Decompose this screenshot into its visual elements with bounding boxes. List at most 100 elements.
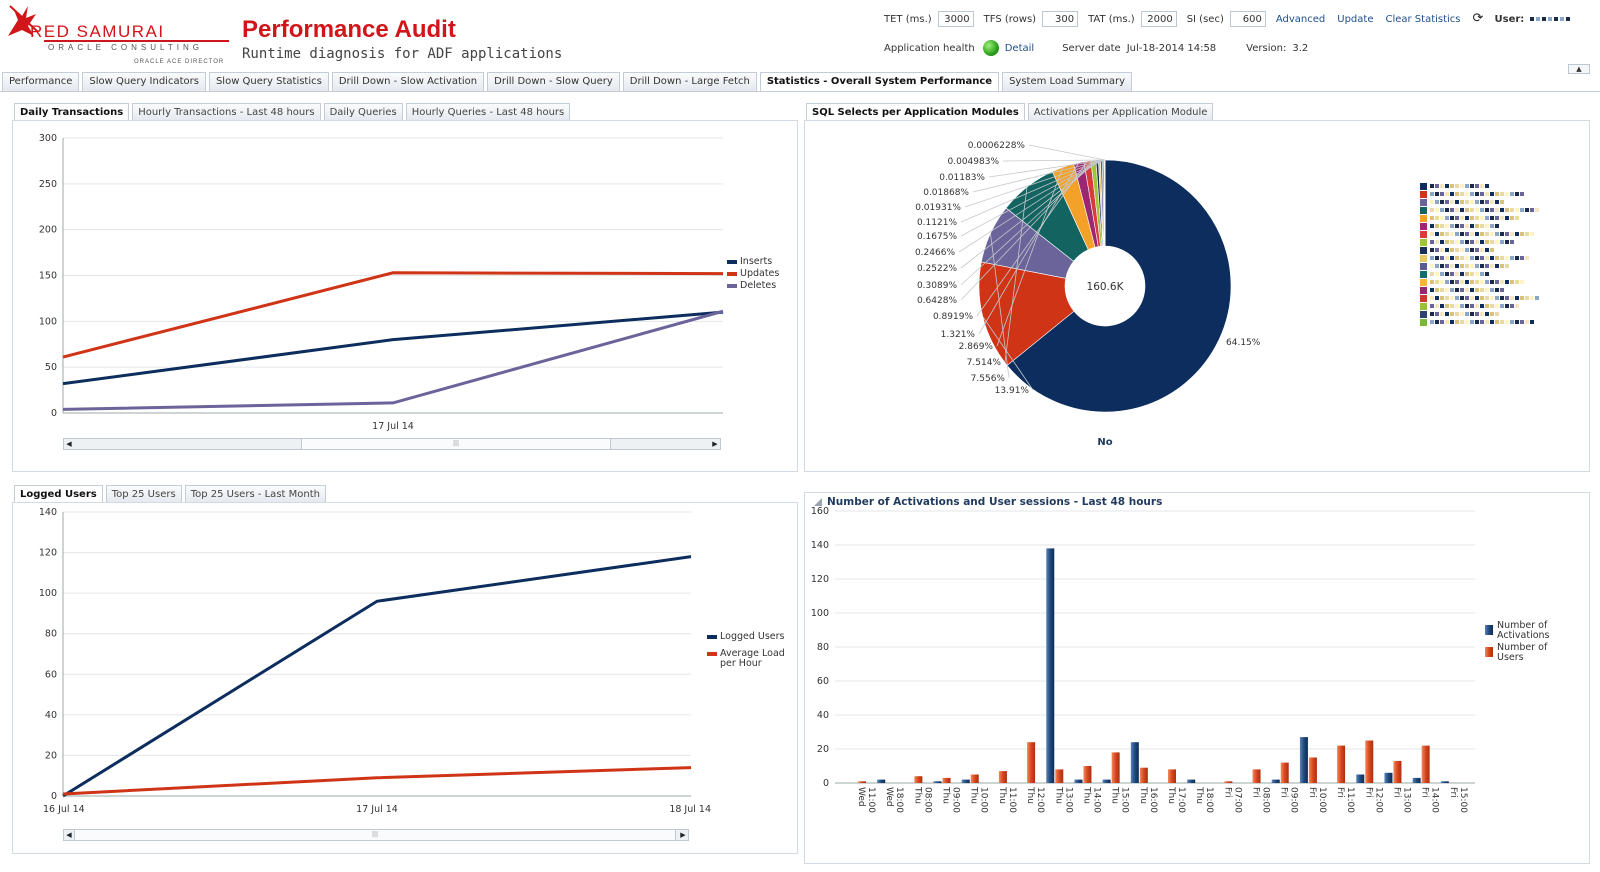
users-scrollbar[interactable]: ◀ ||| ▶ [63,829,689,841]
update-link[interactable]: Update [1337,13,1374,25]
bar-number-of-activations[interactable] [1384,772,1393,783]
x-tick-label: Fri12:00 [1363,787,1383,813]
tab-performance[interactable]: Performance [2,72,80,91]
x-tick-label: Thu14:00 [1081,786,1101,813]
legend-swatch [707,652,717,656]
detail-link[interactable]: Detail [1004,42,1035,54]
tab-slow-query-statistics[interactable]: Slow Query Statistics [208,72,329,91]
header: RED SAMURAI ORACLE CONSULTING ORACLE ACE… [0,0,1600,70]
x-tick-label: Wed11:00 [856,787,876,813]
pie-footer-label: No [1097,437,1112,448]
advanced-link[interactable]: Advanced [1275,13,1326,25]
x-tick-label: Thu11:00 [997,786,1017,813]
bar-number-of-activations[interactable] [1074,779,1083,783]
legend-swatch [1420,302,1427,310]
tat-input[interactable] [1140,11,1177,27]
subtab-sql-selects-per-application-modules[interactable]: SQL Selects per Application Modules [806,103,1025,121]
scroll-left-icon[interactable]: ◀ [66,440,72,448]
si-input[interactable] [1229,11,1266,27]
bar-number-of-users[interactable] [970,774,979,784]
bar-number-of-users[interactable] [1083,766,1092,783]
scroll-right-icon[interactable]: ▶ [680,831,686,839]
scroll-right-icon[interactable]: ▶ [712,440,718,448]
bar-number-of-users[interactable] [1421,745,1430,783]
bar-number-of-activations[interactable] [1102,779,1111,783]
tet-input[interactable] [937,11,974,27]
bar-number-of-activations[interactable] [961,779,970,783]
y-tick-label: 160 [811,507,829,517]
bar-number-of-activations[interactable] [1046,548,1055,783]
app-title: Performance Audit [242,16,456,43]
bar-number-of-activations[interactable] [1440,781,1449,783]
tab-drill-down-large-fetch[interactable]: Drill Down - Large Fetch [622,72,757,91]
bar-number-of-activations[interactable] [1299,737,1308,783]
pie-legend-item [1420,262,1539,270]
bar-number-of-users[interactable] [1111,752,1120,783]
transactions-scrollbar[interactable]: ◀ ||| ▶ [63,438,721,450]
bar-number-of-activations[interactable] [1187,779,1196,783]
bar-number-of-users[interactable] [1337,745,1346,783]
subtab-logged-users[interactable]: Logged Users [14,485,103,503]
x-tick-label: Fri07:00 [1222,787,1242,813]
bar-number-of-users[interactable] [914,776,923,783]
activations-bar-chart: 0 20 40 60 80 100 120 140 160 Wed11:00 Wed18:00 Thu… [811,507,1550,813]
legend-label-redacted [1430,312,1499,316]
subtab-top-25-users-last-month[interactable]: Top 25 Users - Last Month [184,485,326,503]
bar-number-of-users[interactable] [858,781,866,783]
tab-system-load-summary[interactable]: System Load Summary [1002,72,1133,91]
subtab-daily-queries[interactable]: Daily Queries [323,103,403,121]
scroll-left-icon[interactable]: ◀ [66,831,72,839]
subtab-hourly-transactions-last-48-hours[interactable]: Hourly Transactions - Last 48 hours [132,103,321,121]
bar-number-of-users[interactable] [1393,760,1402,783]
bar-number-of-users[interactable] [1224,781,1233,783]
bar-number-of-users[interactable] [942,777,951,783]
pie-legend-item [1420,238,1539,246]
tab-slow-query-indicators[interactable]: Slow Query Indicators [82,72,206,91]
subtab-top-25-users[interactable]: Top 25 Users [105,485,182,503]
collapse-triangle-icon[interactable] [813,497,823,507]
bar-number-of-activations[interactable] [1356,774,1365,784]
subtab-activations-per-application-module[interactable]: Activations per Application Module [1027,103,1214,121]
tab-statistics-overall-system-performance[interactable]: Statistics - Overall System Performance [759,72,1000,92]
bar-number-of-activations[interactable] [877,779,886,783]
bar-number-of-users[interactable] [1055,769,1064,783]
bar-number-of-users[interactable] [1280,762,1289,783]
pie-slice[interactable] [978,261,1075,366]
bar-number-of-activations[interactable] [1271,779,1280,783]
scroll-thumb[interactable]: ||| [301,439,611,449]
subtab-hourly-queries-last-48-hours[interactable]: Hourly Queries - Last 48 hours [405,103,571,121]
legend-label-redacted [1430,208,1539,212]
legend-swatch [1420,230,1427,238]
pie-legend-item [1420,246,1539,254]
bar-number-of-users[interactable] [1027,742,1036,783]
y-tick-label: 140 [39,507,57,518]
bar-number-of-users[interactable] [1308,757,1317,784]
bar-number-of-users[interactable] [998,771,1007,783]
subtab-daily-transactions[interactable]: Daily Transactions [14,103,130,121]
pie-leader-line [964,159,1105,208]
refresh-icon[interactable]: ⟳ [1472,11,1484,26]
legend-label-redacted [1430,280,1524,284]
bar-number-of-users[interactable] [1168,769,1176,783]
tab-drill-down-slow-activation[interactable]: Drill Down - Slow Activation [331,72,485,91]
y-tick-label: 80 [45,629,57,640]
bar-number-of-activations[interactable] [1130,742,1139,783]
clear-statistics-link[interactable]: Clear Statistics [1385,13,1461,25]
pie-leader-line [1002,159,1105,162]
legend-swatch [1420,198,1427,206]
scroll-thumb[interactable]: ||| [74,830,676,840]
bar-number-of-users[interactable] [1365,740,1374,784]
tab-drill-down-slow-query[interactable]: Drill Down - Slow Query [487,72,620,91]
y-tick-label: 60 [817,676,829,687]
pie-slice[interactable] [1006,159,1232,413]
collapse-header-button[interactable]: ▲ [1568,64,1590,74]
bar-number-of-activations[interactable] [933,781,942,783]
bar-number-of-activations[interactable] [1412,777,1421,783]
tfs-input[interactable] [1042,11,1079,27]
daily-transactions-chart: 0 50 100 150 200 250 300 17 Jul 14 InsertsUpdate… [39,133,780,432]
pie-label: 13.91% [995,386,1030,396]
legend-label: per Hour [720,658,762,669]
pie-legend-item [1420,270,1539,278]
bar-number-of-users[interactable] [1252,769,1261,783]
bar-number-of-users[interactable] [1139,767,1148,783]
